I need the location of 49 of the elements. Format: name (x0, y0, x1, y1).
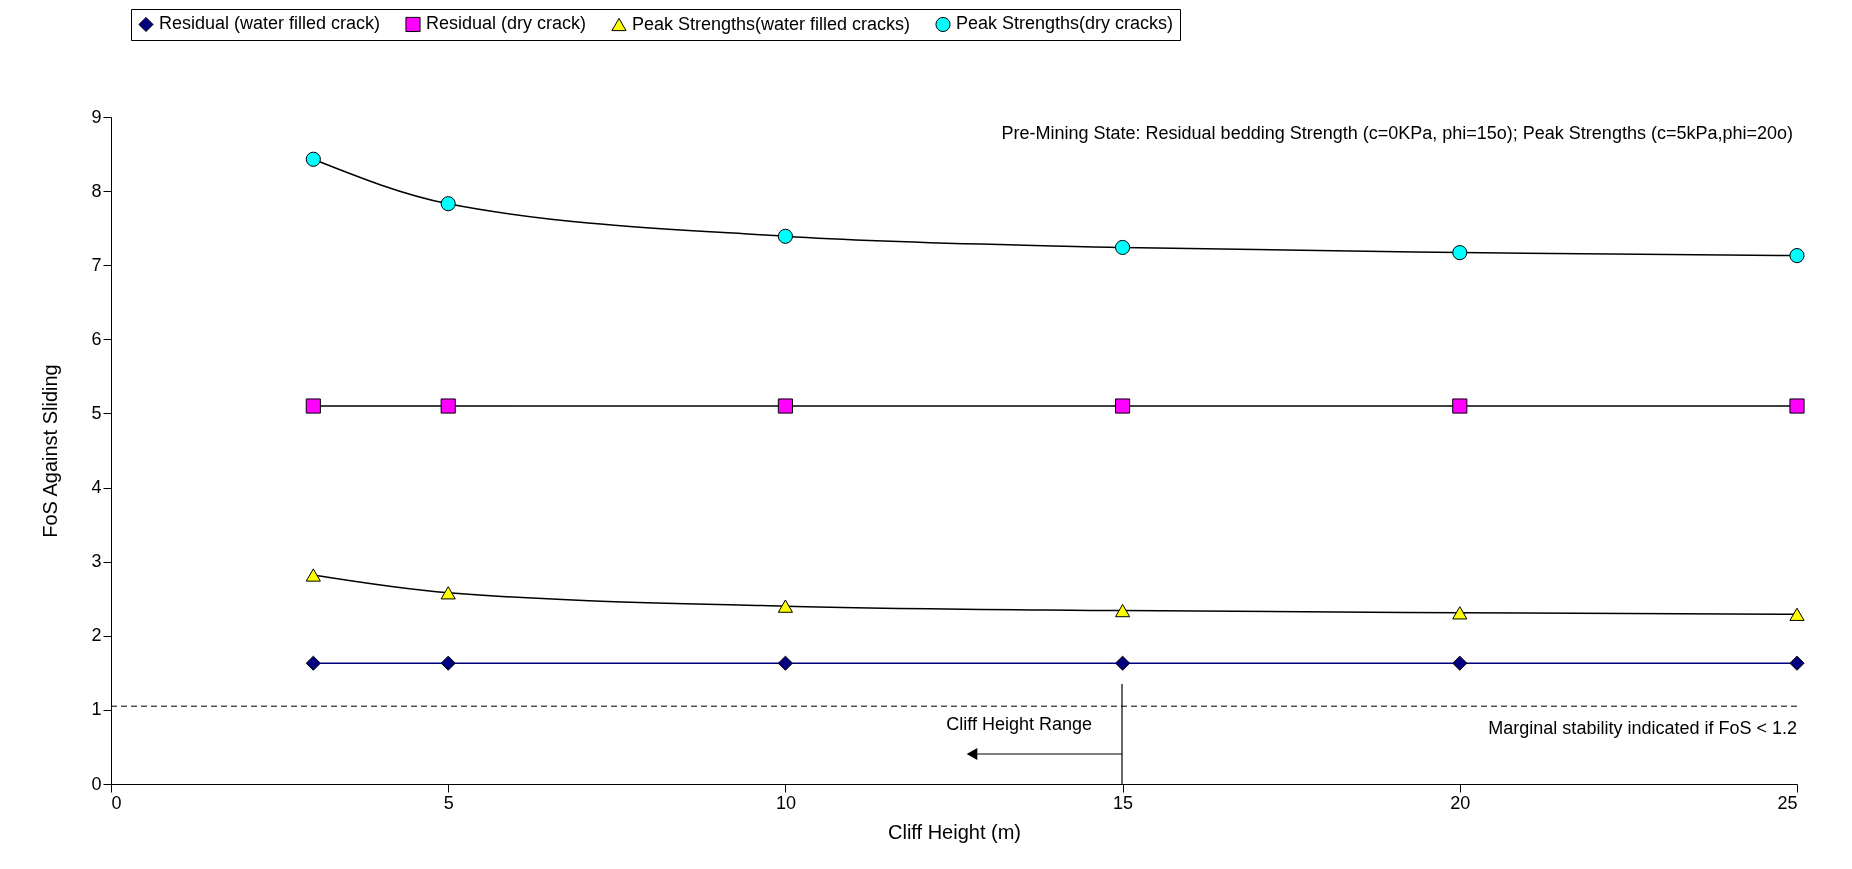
point (777, 655, 793, 671)
point (777, 228, 793, 244)
legend-label: Peak Strengths(dry cracks) (956, 13, 1174, 34)
annotation: Pre-Mining State: Residual bedding Strength (c=0KPa, phi=15o); Peak Strengths (c=5kPa,phi=20o) (1001, 123, 1793, 143)
y-tick-label: 1 (91, 699, 102, 720)
point (1115, 239, 1131, 255)
point (1115, 655, 1131, 671)
point (440, 398, 456, 414)
point (1452, 245, 1468, 261)
point (777, 599, 793, 613)
point (1789, 398, 1805, 414)
point (777, 398, 793, 414)
point (1452, 606, 1468, 620)
y-tick-label: 0 (91, 773, 102, 794)
point (440, 196, 456, 212)
point (440, 655, 456, 671)
y-tick-label: 6 (91, 328, 102, 349)
y-tick-label: 3 (91, 551, 102, 572)
y-tick-label: 8 (91, 180, 102, 201)
ref-line-label: Marginal stability indicated if FoS < 1.2 (1488, 718, 1797, 739)
x-tick-label: 10 (775, 792, 796, 813)
y-tick-label: 4 (91, 477, 102, 498)
legend-label: Peak Strengths(water filled cracks) (632, 13, 911, 34)
point (1789, 655, 1805, 671)
y-tick-label: 9 (91, 106, 102, 127)
point (1452, 655, 1468, 671)
x-tick-label: 20 (1450, 792, 1471, 813)
point (1452, 398, 1468, 414)
x-tick-label: 5 (443, 792, 454, 813)
y-tick-label: 2 (91, 625, 102, 646)
point (305, 568, 321, 582)
x-tick-label: 0 (111, 792, 122, 813)
legend-label: Residual (dry crack) (426, 13, 587, 34)
x-axis-title: Cliff Height (m) (888, 820, 1021, 843)
point (440, 586, 456, 600)
point (1115, 398, 1131, 414)
y-axis-title: FoS Against Sliding (39, 364, 62, 538)
point (305, 655, 321, 671)
legend-label: Residual (water filled crack) (159, 13, 381, 34)
y-tick-label: 5 (91, 402, 102, 423)
y-tick-label: 7 (91, 254, 102, 275)
point (1789, 607, 1805, 621)
x-tick-label: 15 (1113, 792, 1134, 813)
x-tick-label: 25 (1777, 792, 1798, 813)
point (1789, 248, 1805, 264)
point (305, 151, 321, 167)
annotation: Cliff Height Range (946, 714, 1092, 734)
point (1115, 603, 1131, 618)
point (305, 398, 321, 414)
